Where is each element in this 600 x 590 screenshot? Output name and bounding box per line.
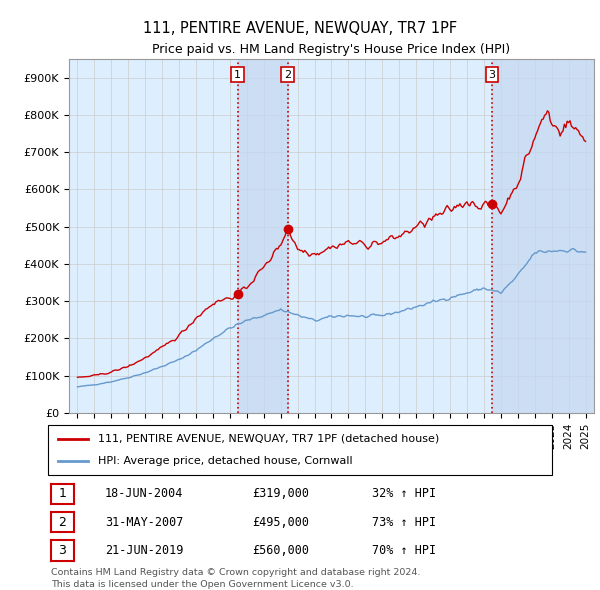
Text: 1: 1 (58, 487, 67, 500)
Text: 111, PENTIRE AVENUE, NEWQUAY, TR7 1PF (detached house): 111, PENTIRE AVENUE, NEWQUAY, TR7 1PF (d… (98, 434, 440, 444)
FancyBboxPatch shape (48, 425, 552, 475)
Text: £495,000: £495,000 (252, 516, 309, 529)
Text: 70% ↑ HPI: 70% ↑ HPI (372, 544, 436, 557)
Title: Price paid vs. HM Land Registry's House Price Index (HPI): Price paid vs. HM Land Registry's House … (152, 44, 511, 57)
Text: £319,000: £319,000 (252, 487, 309, 500)
Text: 18-JUN-2004: 18-JUN-2004 (105, 487, 184, 500)
Text: 3: 3 (488, 70, 496, 80)
Text: 73% ↑ HPI: 73% ↑ HPI (372, 516, 436, 529)
Text: 3: 3 (58, 544, 67, 557)
Text: £560,000: £560,000 (252, 544, 309, 557)
Bar (238, 59, 287, 413)
Bar (492, 59, 594, 413)
Text: Contains HM Land Registry data © Crown copyright and database right 2024.: Contains HM Land Registry data © Crown c… (51, 568, 421, 577)
Text: 2: 2 (58, 516, 67, 529)
Text: HPI: Average price, detached house, Cornwall: HPI: Average price, detached house, Corn… (98, 456, 353, 466)
Text: 21-JUN-2019: 21-JUN-2019 (105, 544, 184, 557)
Text: 32% ↑ HPI: 32% ↑ HPI (372, 487, 436, 500)
Text: 111, PENTIRE AVENUE, NEWQUAY, TR7 1PF: 111, PENTIRE AVENUE, NEWQUAY, TR7 1PF (143, 21, 457, 35)
Text: 2: 2 (284, 70, 291, 80)
Text: This data is licensed under the Open Government Licence v3.0.: This data is licensed under the Open Gov… (51, 579, 353, 589)
Text: 1: 1 (234, 70, 241, 80)
Text: 31-MAY-2007: 31-MAY-2007 (105, 516, 184, 529)
